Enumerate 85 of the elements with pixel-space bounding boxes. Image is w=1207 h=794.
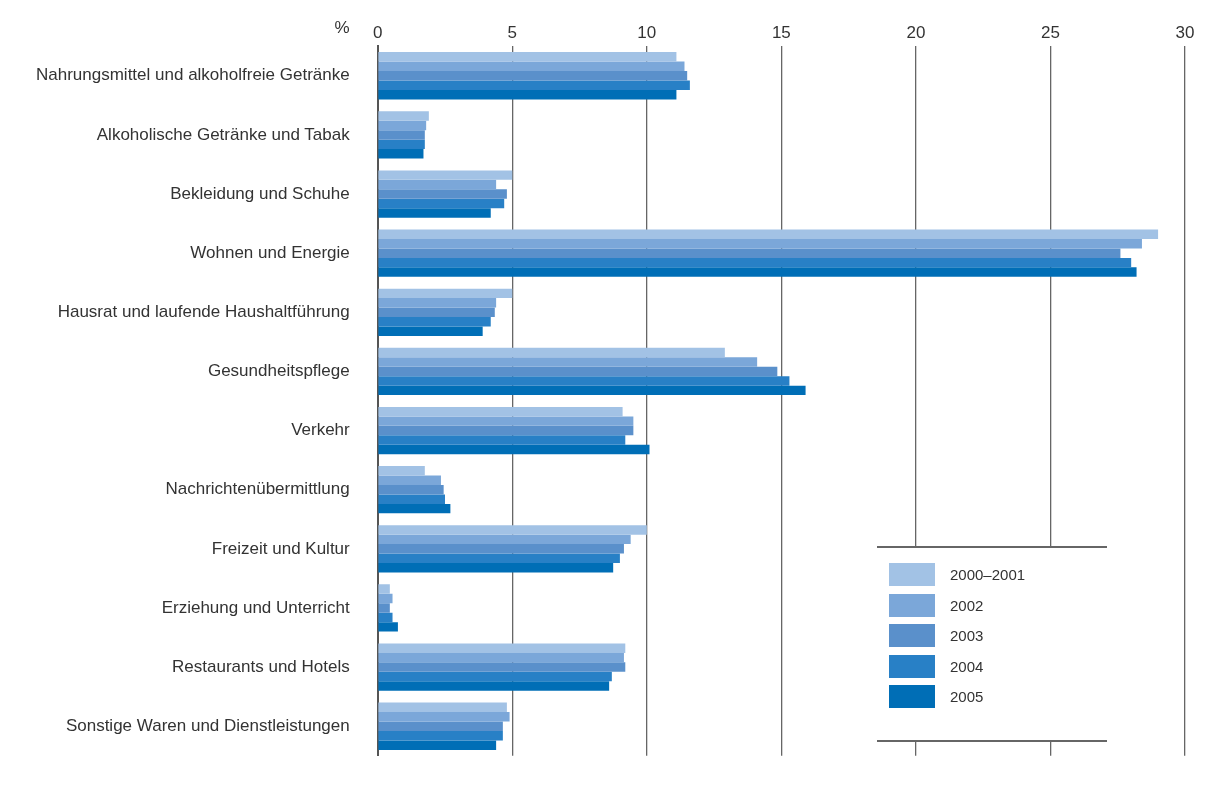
y-tick-label: Wohnen und Energie (190, 242, 350, 262)
bar (378, 111, 429, 121)
bar (378, 238, 1142, 249)
y-tick-label: Restaurants und Hotels (172, 656, 350, 676)
bar (378, 603, 390, 613)
bar (378, 662, 626, 672)
bar (378, 563, 614, 573)
bar (378, 52, 677, 62)
x-axis-title: % (334, 17, 350, 37)
bar (378, 257, 1132, 268)
bar (378, 189, 507, 199)
y-tick-label: Sonstige Waren und Dienstleistungen (65, 715, 350, 735)
legend-label: 2005 (950, 688, 984, 706)
bar (378, 425, 634, 436)
bar (378, 298, 497, 308)
bar (378, 622, 398, 632)
bar (378, 503, 451, 514)
bar (378, 435, 626, 445)
bar (378, 366, 778, 377)
legend-label: 2002 (950, 596, 984, 614)
bar (378, 120, 427, 131)
bar (378, 612, 393, 623)
bar (378, 198, 505, 209)
bar (378, 740, 497, 750)
bar (378, 534, 631, 545)
bar (378, 61, 685, 72)
x-tick-label: 25 (1040, 22, 1060, 42)
bar (378, 475, 441, 485)
bar (378, 544, 624, 554)
bar (378, 130, 425, 140)
y-tick-label: Nahrungsmittel und alkoholfreie Getränke (35, 65, 350, 85)
bar (378, 71, 688, 81)
x-tick-label: 5 (507, 22, 518, 42)
bar (378, 593, 393, 604)
bar (378, 229, 1159, 239)
bar (378, 702, 507, 713)
bar (378, 444, 650, 455)
bar (378, 416, 634, 426)
bar (378, 721, 503, 731)
bar (378, 307, 495, 318)
bar (378, 730, 503, 741)
y-tick-label: Alkoholische Getränke und Tabak (96, 124, 351, 144)
y-tick-label: Gesundheitspflege (207, 361, 350, 381)
bar (378, 494, 445, 504)
bar (378, 248, 1121, 258)
bar (378, 326, 483, 336)
bar (378, 671, 612, 682)
x-tick-label: 0 (372, 22, 383, 42)
y-tick-label: Nachrichtenübermittlung (165, 479, 350, 499)
bar (378, 712, 510, 722)
bar (378, 139, 425, 150)
bar (378, 288, 513, 299)
legend-label: 2004 (950, 657, 984, 675)
bar (378, 208, 491, 218)
x-tick-label: 15 (771, 22, 791, 42)
bar (378, 525, 647, 535)
y-tick-label: Erziehung und Unterricht (161, 597, 350, 617)
x-tick-label: 30 (1175, 22, 1195, 42)
x-tick-label: 20 (906, 22, 926, 42)
bar (378, 179, 497, 190)
bar (378, 80, 690, 90)
legend-label: 2000–2001 (950, 566, 1026, 584)
bar (378, 652, 624, 663)
bar (378, 466, 425, 476)
bar (378, 584, 390, 594)
bar (378, 89, 677, 100)
legend-label: 2003 (950, 627, 984, 645)
bar (378, 406, 623, 417)
bar (378, 267, 1137, 277)
bar (378, 385, 806, 396)
bar (378, 170, 513, 180)
y-tick-label: Freizeit und Kultur (211, 538, 351, 558)
y-tick-label: Hausrat und laufende Haushaltführung (57, 301, 350, 321)
bar (378, 149, 424, 159)
bar (378, 347, 725, 358)
y-tick-label: Verkehr (291, 420, 351, 440)
bar (378, 357, 758, 367)
x-tick-label: 10 (637, 22, 657, 42)
y-tick-label: Bekleidung und Schuhe (170, 183, 350, 203)
bar (378, 376, 790, 386)
bar (378, 484, 444, 495)
bar (378, 643, 626, 653)
bar (378, 317, 491, 327)
bar (378, 681, 610, 691)
bar (378, 553, 620, 564)
